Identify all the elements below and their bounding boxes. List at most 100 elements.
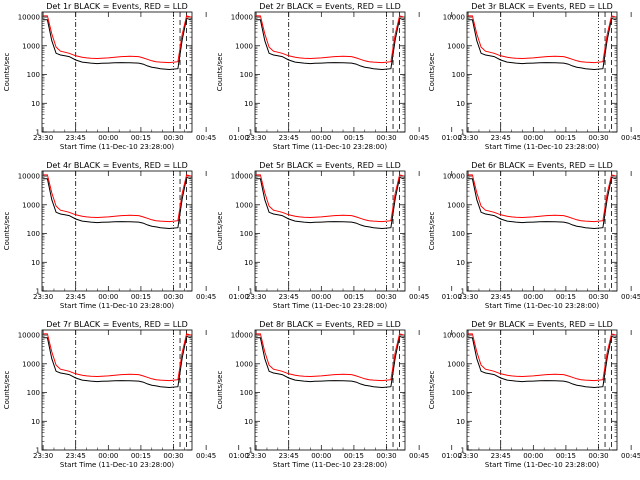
y-tick-label: 1000 bbox=[235, 42, 253, 50]
events-series-line bbox=[468, 176, 617, 230]
chart-panel-2: Det 2r BLACK = Events, RED = LLD Counts/s… bbox=[216, 2, 462, 151]
y-tick-label: 10 bbox=[244, 100, 253, 108]
chart-panel-8: Det 8r BLACK = Events, RED = LLD Counts/s… bbox=[216, 320, 462, 469]
panel-title: Det 5r BLACK = Events, RED = LLD bbox=[259, 161, 401, 170]
x-tick-label: 00:15 bbox=[131, 293, 151, 301]
x-tick-label: 00:45 bbox=[196, 293, 216, 301]
events-series-line bbox=[468, 335, 617, 389]
events-series-line bbox=[256, 176, 405, 230]
y-axis-label: Counts/sec bbox=[216, 371, 224, 410]
x-tick-label: 00:15 bbox=[556, 134, 576, 142]
y-tick-label: 100 bbox=[240, 389, 253, 397]
x-tick-label: 00:00 bbox=[98, 452, 118, 460]
chart-panel-1: Det 1r BLACK = Events, RED = LLD Counts/s… bbox=[3, 2, 249, 151]
chart-panel-9: Det 9r BLACK = Events, RED = LLD Counts/s… bbox=[428, 320, 640, 469]
x-tick-label: 01:00 bbox=[229, 452, 249, 460]
x-tick-label: 01:00 bbox=[442, 452, 462, 460]
plot-frame bbox=[41, 170, 193, 292]
y-tick-label: 1000 bbox=[447, 360, 465, 368]
lld-series-line bbox=[256, 174, 405, 223]
y-tick-label: 1 bbox=[36, 447, 40, 455]
x-tick-label: 00:45 bbox=[409, 293, 429, 301]
x-axis-label: Start Time (11-Dec-10 23:28:00) bbox=[273, 302, 387, 310]
x-tick-label: 00:15 bbox=[556, 452, 576, 460]
x-tick-label: 23:45 bbox=[279, 452, 299, 460]
x-tick-label: 01:00 bbox=[442, 293, 462, 301]
y-tick-label: 100 bbox=[452, 389, 465, 397]
x-tick-label: 00:30 bbox=[163, 293, 183, 301]
panel-title: Det 2r BLACK = Events, RED = LLD bbox=[259, 2, 401, 11]
events-series-line bbox=[256, 335, 405, 389]
x-tick-label: 00:00 bbox=[523, 134, 543, 142]
x-tick-label: 00:45 bbox=[196, 134, 216, 142]
x-tick-label: 23:45 bbox=[66, 452, 86, 460]
x-tick-label: 00:15 bbox=[344, 452, 364, 460]
x-tick-label: 00:00 bbox=[98, 293, 118, 301]
y-tick-label: 10000 bbox=[443, 14, 465, 22]
x-tick-label: 00:30 bbox=[376, 293, 396, 301]
x-tick-label: 23:30 bbox=[33, 134, 53, 142]
y-tick-label: 10000 bbox=[231, 173, 253, 181]
x-tick-label: 00:30 bbox=[588, 452, 608, 460]
y-tick-label: 10000 bbox=[18, 332, 40, 340]
x-tick-label: 00:45 bbox=[409, 452, 429, 460]
x-tick-label: 23:45 bbox=[279, 293, 299, 301]
y-tick-label: 1 bbox=[461, 129, 465, 137]
x-tick-label: 00:30 bbox=[376, 452, 396, 460]
plot-frame bbox=[254, 11, 406, 133]
plot-frame bbox=[466, 170, 618, 292]
x-axis-label: Start Time (11-Dec-10 23:28:00) bbox=[60, 461, 174, 469]
x-tick-label: 00:15 bbox=[556, 293, 576, 301]
x-tick-label: 23:45 bbox=[66, 293, 86, 301]
x-tick-label: 01:00 bbox=[442, 134, 462, 142]
y-tick-label: 1 bbox=[249, 288, 253, 296]
events-series-line bbox=[43, 176, 192, 230]
x-axis-label: Start Time (11-Dec-10 23:28:00) bbox=[60, 302, 174, 310]
lld-series-line bbox=[43, 174, 192, 223]
y-axis-label: Counts/sec bbox=[428, 371, 436, 410]
plot-frame bbox=[466, 329, 618, 451]
y-tick-label: 1 bbox=[461, 288, 465, 296]
x-tick-label: 00:30 bbox=[376, 134, 396, 142]
lld-series-line bbox=[468, 174, 617, 223]
x-tick-label: 00:15 bbox=[131, 452, 151, 460]
chart-panel-6: Det 6r BLACK = Events, RED = LLD Counts/s… bbox=[428, 161, 640, 310]
panel-title: Det 6r BLACK = Events, RED = LLD bbox=[471, 161, 613, 170]
events-series-line bbox=[468, 17, 617, 71]
lld-series-line bbox=[43, 333, 192, 382]
x-tick-label: 23:45 bbox=[66, 134, 86, 142]
x-tick-label: 23:30 bbox=[458, 293, 478, 301]
y-tick-label: 10 bbox=[456, 100, 465, 108]
y-tick-label: 10000 bbox=[18, 14, 40, 22]
x-tick-label: 23:30 bbox=[458, 452, 478, 460]
x-tick-label: 00:30 bbox=[163, 134, 183, 142]
y-tick-label: 1000 bbox=[22, 360, 40, 368]
x-tick-label: 00:00 bbox=[311, 293, 331, 301]
x-tick-label: 00:00 bbox=[311, 452, 331, 460]
events-series-line bbox=[43, 17, 192, 71]
y-tick-label: 10 bbox=[31, 418, 40, 426]
x-tick-label: 00:30 bbox=[163, 452, 183, 460]
y-axis-label: Counts/sec bbox=[216, 53, 224, 92]
y-tick-label: 100 bbox=[240, 230, 253, 238]
y-tick-label: 100 bbox=[240, 71, 253, 79]
y-tick-label: 1000 bbox=[22, 42, 40, 50]
x-tick-label: 23:30 bbox=[33, 452, 53, 460]
plot-frame bbox=[41, 11, 193, 133]
x-tick-label: 00:15 bbox=[131, 134, 151, 142]
chart-panel-7: Det 7r BLACK = Events, RED = LLD Counts/s… bbox=[3, 320, 249, 469]
y-tick-label: 10000 bbox=[231, 332, 253, 340]
y-axis-label: Counts/sec bbox=[3, 371, 11, 410]
x-axis-label: Start Time (11-Dec-10 23:28:00) bbox=[485, 302, 599, 310]
x-tick-label: 23:45 bbox=[491, 293, 511, 301]
x-tick-label: 00:45 bbox=[621, 293, 640, 301]
x-tick-label: 01:00 bbox=[229, 293, 249, 301]
x-tick-label: 23:30 bbox=[246, 452, 266, 460]
y-tick-label: 10 bbox=[456, 259, 465, 267]
y-axis-label: Counts/sec bbox=[428, 53, 436, 92]
plot-frame bbox=[466, 11, 618, 133]
panel-title: Det 8r BLACK = Events, RED = LLD bbox=[259, 320, 401, 329]
x-tick-label: 00:30 bbox=[588, 293, 608, 301]
